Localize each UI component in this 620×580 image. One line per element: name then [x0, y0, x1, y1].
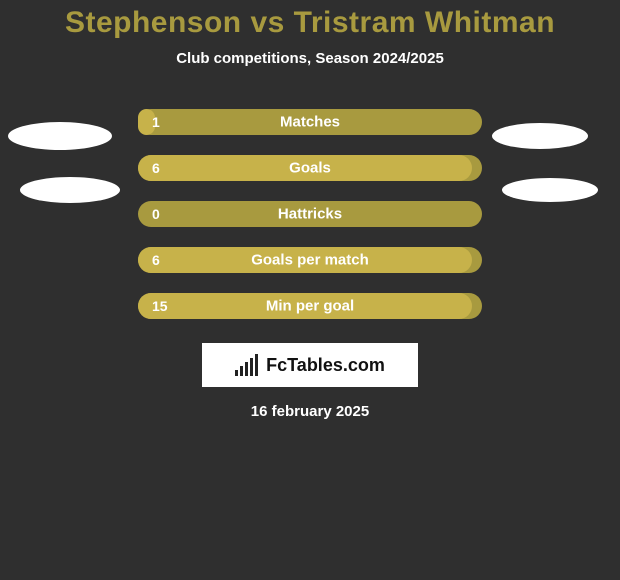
decorative-ellipse	[502, 178, 598, 202]
stat-value: 6	[152, 160, 160, 176]
comparison-infographic: Stephenson vs Tristram Whitman Club comp…	[0, 0, 620, 580]
stat-bar: 6 Goals per match	[138, 247, 482, 273]
stat-value: 1	[152, 114, 160, 130]
stat-row: 15 Min per goal	[0, 283, 620, 329]
stat-label: Goals	[289, 160, 331, 177]
stat-row: 6 Goals per match	[0, 237, 620, 283]
stat-value: 0	[152, 206, 160, 222]
logo-bars-icon	[235, 354, 258, 376]
stat-label: Goals per match	[251, 252, 369, 269]
stat-bar: 15 Min per goal	[138, 293, 482, 319]
stat-label: Min per goal	[266, 298, 354, 315]
stat-label: Matches	[280, 114, 340, 131]
page-title: Stephenson vs Tristram Whitman	[0, 0, 620, 40]
stat-bar: 6 Goals	[138, 155, 482, 181]
decorative-ellipse	[8, 122, 112, 150]
logo-text: FcTables.com	[266, 355, 385, 376]
stat-label: Hattricks	[278, 206, 342, 223]
stat-value: 6	[152, 252, 160, 268]
logo-box: FcTables.com	[202, 343, 418, 387]
date-label: 16 february 2025	[0, 403, 620, 420]
stat-bar: 0 Hattricks	[138, 201, 482, 227]
decorative-ellipse	[492, 123, 588, 149]
stat-value: 15	[152, 298, 168, 314]
page-subtitle: Club competitions, Season 2024/2025	[0, 50, 620, 67]
decorative-ellipse	[20, 177, 120, 203]
stat-bar: 1 Matches	[138, 109, 482, 135]
